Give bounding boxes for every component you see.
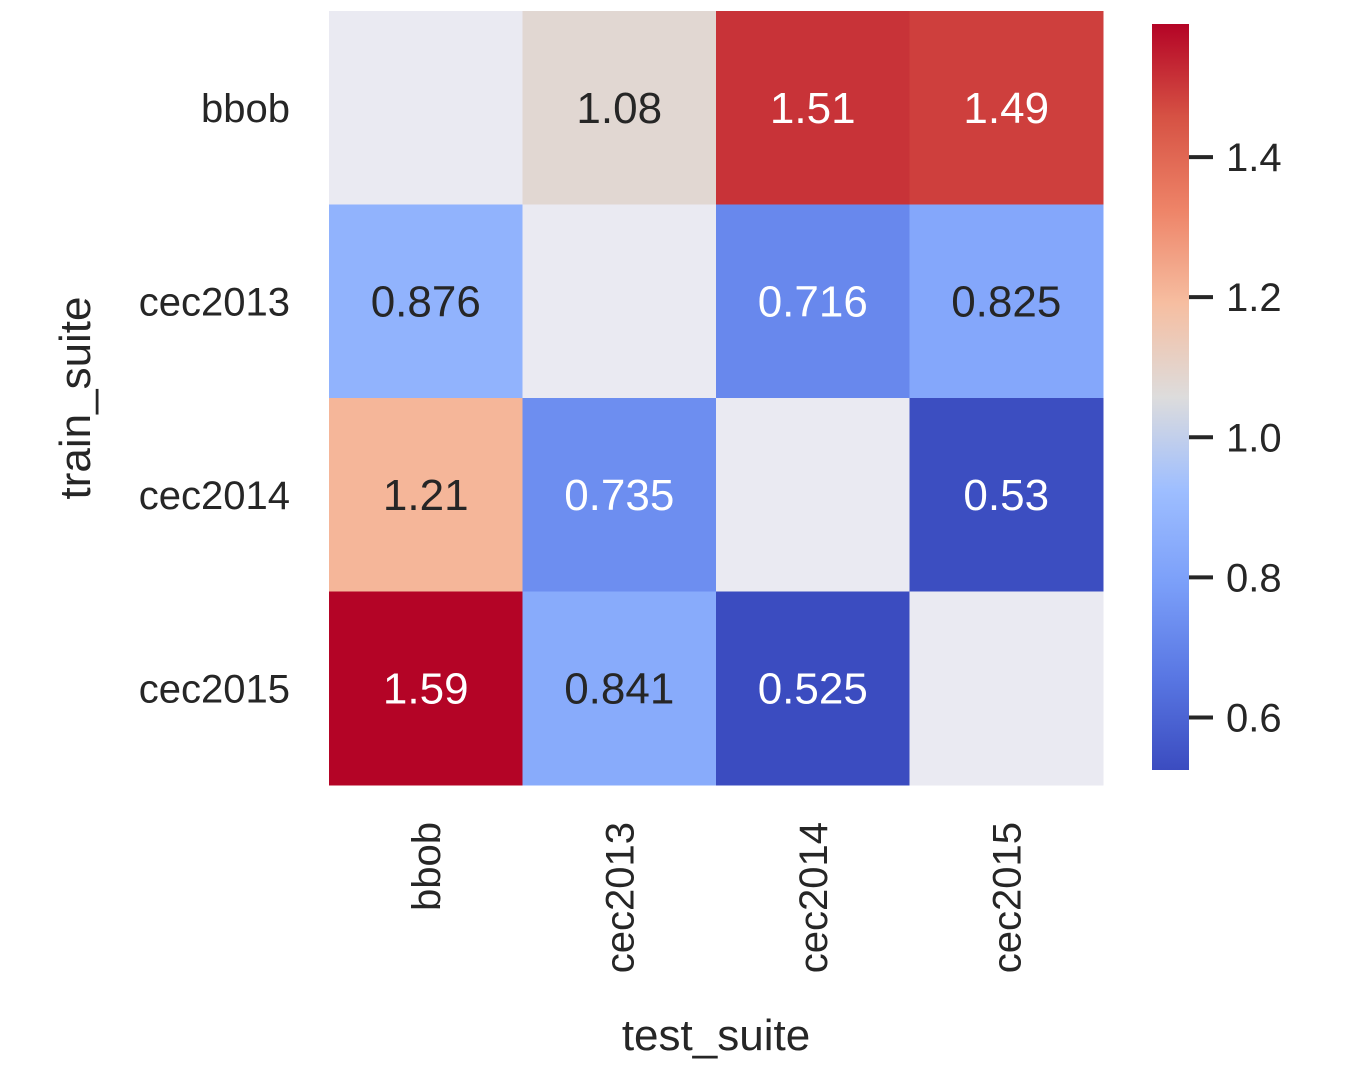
colorbar-tick-label: 1.4 (1226, 136, 1282, 180)
heatmap-cell (329, 204, 523, 399)
cell-value-label: 0.53 (963, 471, 1049, 520)
y-tick-label: bbob (201, 87, 290, 131)
colorbar-tick-label: 0.6 (1226, 696, 1282, 740)
colorbar: 0.6 0.8 1.0 1.2 1.4 (1152, 24, 1282, 770)
heatmap-cell (329, 11, 523, 205)
cell-value-label: 0.841 (564, 664, 674, 713)
heatmap-cell (522, 591, 717, 786)
cell-value-label: 1.08 (576, 84, 662, 133)
heatmap-cells (329, 11, 1104, 786)
colorbar-tick-label: 1.0 (1226, 416, 1282, 460)
colorbar-tick-label: 0.8 (1226, 556, 1282, 600)
cell-value-label: 0.525 (758, 664, 868, 713)
cell-value-label: 1.59 (383, 664, 469, 713)
heatmap-cell (522, 204, 717, 399)
heatmap-cell (329, 591, 523, 786)
heatmap-cell (909, 591, 1104, 786)
heatmap-cell (329, 398, 523, 592)
y-tick-label: cec2014 (139, 474, 290, 518)
cell-value-label: 1.51 (770, 84, 856, 133)
heatmap-cell (716, 591, 910, 786)
heatmap-cell-labels: 1.08 1.51 1.49 0.876 0.716 0.825 1.21 0.735 0.53… (371, 84, 1062, 714)
heatmap-cell (522, 11, 717, 205)
cell-value-label: 1.21 (383, 471, 469, 520)
colorbar-ticks: 0.6 0.8 1.0 1.2 1.4 (1189, 136, 1282, 740)
heatmap-cell (716, 204, 910, 399)
heatmap-cell (716, 398, 910, 592)
heatmap-cell (909, 204, 1104, 399)
cell-value-label: 0.825 (951, 277, 1061, 326)
y-axis-tick-labels: bbob cec2013 cec2014 cec2015 (139, 87, 290, 712)
colorbar-tick-label: 1.2 (1226, 276, 1282, 320)
y-tick-label: cec2013 (139, 280, 290, 324)
cell-value-label: 1.49 (963, 84, 1049, 133)
x-tick-label: bbob (405, 822, 449, 911)
x-axis-title: test_suite (622, 1011, 810, 1060)
heatmap-cell (716, 11, 910, 205)
cell-value-label: 0.716 (758, 277, 868, 326)
y-axis-title: train_suite (51, 296, 100, 499)
cell-value-label: 0.735 (564, 471, 674, 520)
x-tick-label: cec2013 (598, 822, 642, 973)
y-tick-label: cec2015 (139, 667, 290, 711)
cell-value-label: 0.876 (371, 277, 481, 326)
x-axis-tick-labels: bbob cec2013 cec2014 cec2015 (405, 822, 1030, 973)
x-tick-label: cec2014 (792, 822, 836, 973)
heatmap-cell (909, 398, 1104, 592)
colorbar-gradient (1152, 24, 1189, 770)
x-tick-label: cec2015 (985, 822, 1029, 973)
heatmap-cell (909, 11, 1104, 205)
heatmap-cell (522, 398, 717, 592)
